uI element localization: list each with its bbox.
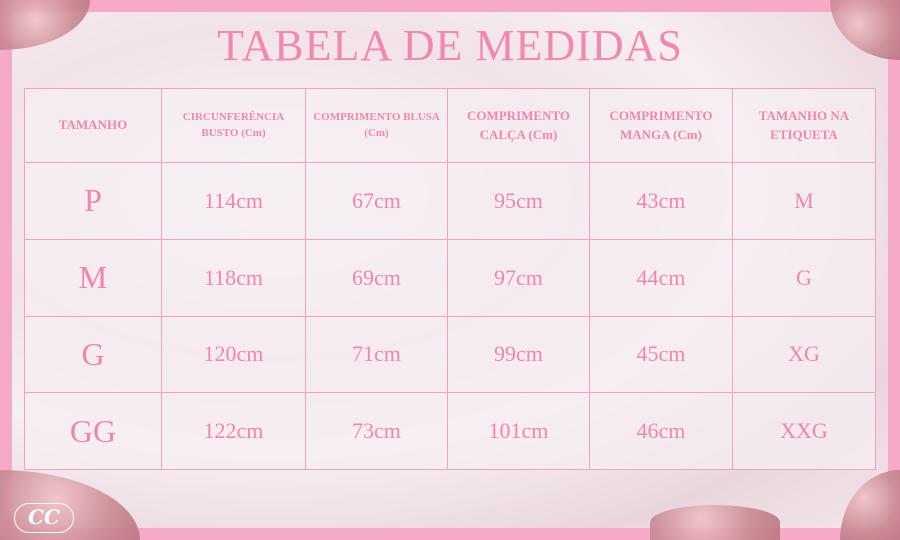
cell: XG <box>732 315 876 394</box>
size-table: TAMANHO CIRCUNFERÊNCIA BUSTO (Cm) COMPRI… <box>24 88 876 470</box>
header-busto: CIRCUNFERÊNCIA BUSTO (Cm) <box>161 88 306 163</box>
cell-size: G <box>24 315 162 394</box>
cell: 122cm <box>161 392 306 470</box>
header-etiqueta: TAMANHO NA ETIQUETA <box>732 88 876 163</box>
cell: 43cm <box>589 162 733 240</box>
cell: 71cm <box>305 315 448 394</box>
cell: 69cm <box>305 238 448 317</box>
table-row: G 120cm 71cm 99cm 45cm XG <box>24 315 876 394</box>
cell: 44cm <box>589 238 733 317</box>
cell: 45cm <box>589 315 733 394</box>
cell: 101cm <box>447 392 590 470</box>
cell-size: P <box>24 162 162 240</box>
cell: XXG <box>732 392 876 470</box>
cell: 120cm <box>161 315 306 394</box>
cell: 118cm <box>161 238 306 317</box>
table-row: P 114cm 67cm 95cm 43cm M <box>24 162 876 240</box>
header-manga: COMPRIMENTO MANGA (Cm) <box>589 88 733 163</box>
brand-logo: CC <box>14 503 74 533</box>
silk-corner-bottom-center <box>650 505 780 540</box>
cell: M <box>732 162 876 240</box>
header-row: TAMANHO CIRCUNFERÊNCIA BUSTO (Cm) COMPRI… <box>24 88 876 163</box>
cell: 46cm <box>589 392 733 470</box>
cell-size: M <box>24 238 162 317</box>
header-calca: COMPRIMENTO CALÇA (Cm) <box>447 88 590 163</box>
header-tamanho: TAMANHO <box>24 88 162 163</box>
header-blusa: COMPRIMENTO BLUSA (Cm) <box>305 88 448 163</box>
page-title: TABELA DE MEDIDAS <box>217 21 683 70</box>
table-row: M 118cm 69cm 97cm 44cm G <box>24 238 876 317</box>
cell: 99cm <box>447 315 590 394</box>
cell: 97cm <box>447 238 590 317</box>
cell: 73cm <box>305 392 448 470</box>
cell: 114cm <box>161 162 306 240</box>
cell: G <box>732 238 876 317</box>
cell: 95cm <box>447 162 590 240</box>
cell-size: GG <box>24 392 162 470</box>
table-row: GG 122cm 73cm 101cm 46cm XXG <box>24 392 876 470</box>
cell: 67cm <box>305 162 448 240</box>
